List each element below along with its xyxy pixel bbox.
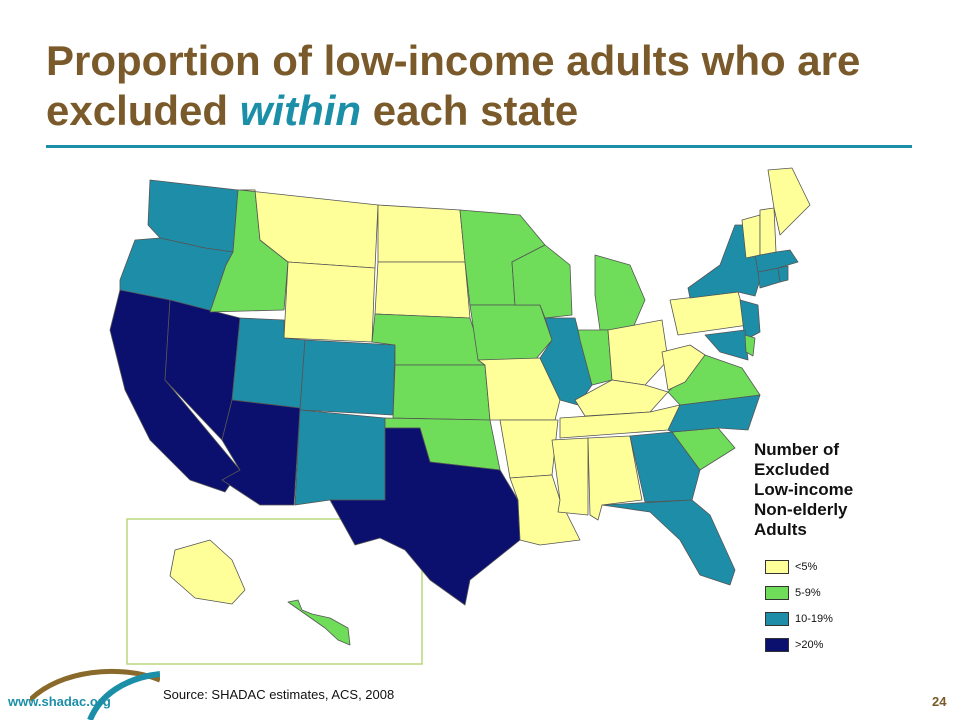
legend-label: <5%: [795, 561, 818, 573]
title-highlight: within: [239, 87, 362, 134]
state-mi: [594, 254, 646, 331]
state-il: [539, 317, 593, 406]
state-me: [767, 167, 811, 236]
title-underline: [46, 145, 912, 148]
state-ar: [499, 419, 559, 479]
legend-swatch: [765, 560, 789, 574]
state-nh: [759, 207, 777, 256]
state-md: [704, 329, 749, 361]
state-oh: [607, 319, 669, 386]
state-in: [577, 329, 613, 386]
legend: <5% 5-9% 10-19% >20%: [765, 554, 895, 658]
state-wi: [511, 244, 573, 319]
state-tx: [329, 427, 521, 606]
state-wv: [661, 344, 706, 391]
state-ma: [754, 249, 799, 273]
inset-frame: [126, 518, 423, 665]
source-note: Source: SHADAC estimates, ACS, 2008: [163, 687, 395, 702]
legend-item: 10-19%: [765, 606, 895, 632]
state-la: [509, 474, 581, 546]
legend-item: >20%: [765, 632, 895, 658]
title-text-end: each state: [361, 87, 579, 134]
state-de: [744, 334, 756, 357]
state-ri: [777, 265, 789, 283]
state-ms: [551, 437, 589, 516]
shadac-logo-icon: [30, 668, 160, 720]
legend-label: 5-9%: [795, 587, 821, 599]
state-pa: [669, 291, 749, 336]
legend-label: 10-19%: [795, 613, 833, 625]
slide-title: Proportion of low-income adults who are …: [46, 36, 926, 136]
title-text: Proportion of low-income adults who are …: [46, 37, 861, 134]
state-ks: [392, 364, 491, 421]
legend-item: <5%: [765, 554, 895, 580]
state-hi: [287, 599, 351, 646]
legend-title: Number of Excluded Low-income Non-elderl…: [754, 440, 854, 539]
state-wy: [283, 261, 376, 343]
state-sd: [374, 261, 471, 319]
legend-swatch: [765, 612, 789, 626]
footer-url-link[interactable]: www.shadac.org: [8, 694, 111, 709]
state-nm: [294, 409, 386, 506]
state-az: [221, 399, 301, 506]
page-number: 24: [932, 694, 947, 709]
state-ia: [469, 304, 553, 361]
legend-label: >20%: [795, 639, 824, 651]
state-ga: [629, 431, 701, 503]
state-ak: [169, 539, 246, 605]
legend-swatch: [765, 586, 789, 600]
state-co: [299, 339, 396, 416]
state-nd: [377, 204, 466, 263]
state-fl: [601, 499, 736, 586]
legend-item: 5-9%: [765, 580, 895, 606]
legend-swatch: [765, 638, 789, 652]
